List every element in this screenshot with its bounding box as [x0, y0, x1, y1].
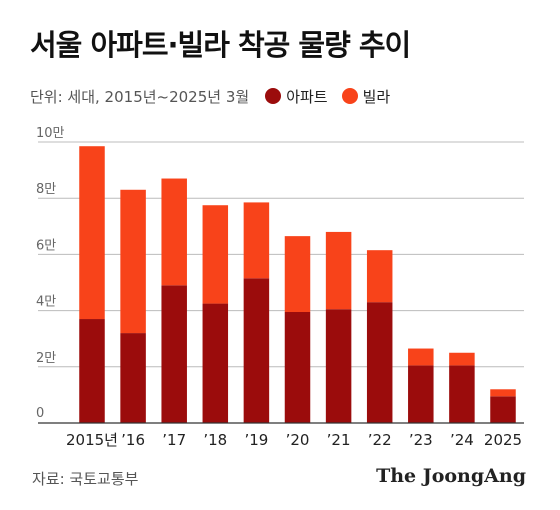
legend-apartment-swatch	[265, 88, 282, 104]
bar-villa	[202, 205, 229, 304]
y-tick-label: 0	[36, 406, 44, 421]
bar-villa	[408, 348, 434, 366]
bar-apartment	[408, 365, 434, 423]
legend-villa-swatch	[341, 88, 358, 104]
legend-villa: 빌라	[341, 86, 391, 107]
y-tick-label: 6만	[36, 238, 56, 253]
legend-apartment: 아파트	[265, 86, 328, 107]
unit-note: 단위: 세대, 2015년~2025년 3월	[30, 87, 250, 106]
bar-villa	[490, 389, 516, 397]
x-tick-label: ’23	[409, 431, 433, 449]
y-tick-label: 8만	[36, 182, 56, 197]
bar-apartment	[243, 278, 270, 423]
publisher-logo: The JoongAng	[376, 465, 526, 487]
legend-villa-label: 빌라	[362, 87, 391, 106]
bar-villa	[449, 352, 475, 366]
legend-apartment-label: 아파트	[286, 87, 328, 106]
stacked-bar-chart: 0 2만 4만 6만 8만 10만 2015년 ’16 ’17 ’18 ’19 ’20 ’21 ’22 ’2…	[36, 126, 524, 449]
bar-apartment	[366, 302, 393, 423]
chart-title: 서울 아파트·빌라 착공 물량 추이	[30, 28, 411, 62]
x-tick-label: ’22	[368, 431, 392, 449]
x-tick-label: ’20	[286, 431, 310, 449]
bar-apartment	[325, 309, 352, 423]
bar-villa	[79, 146, 105, 320]
x-tick-label: ’18	[203, 431, 227, 449]
bar-villa	[366, 250, 393, 303]
bar-apartment	[161, 285, 187, 423]
x-tick-label: ’19	[244, 431, 268, 449]
bar-apartment	[120, 333, 146, 423]
x-tick-label: ’21	[327, 431, 351, 449]
y-tick-label: 10만	[36, 126, 65, 141]
bar-apartment	[449, 365, 475, 423]
bar-villa	[325, 231, 352, 310]
y-tick-label: 2만	[36, 351, 56, 366]
x-tick-label: ’17	[162, 431, 186, 449]
bar-apartment	[202, 303, 229, 423]
bar-villa	[284, 236, 311, 313]
subtitle-row: 단위: 세대, 2015년~2025년 3월 아파트 빌라	[30, 84, 404, 108]
bar-villa	[243, 202, 270, 279]
x-tick-label: 2025	[484, 431, 522, 449]
bar-villa	[161, 178, 187, 286]
x-tick-label: ’24	[450, 431, 474, 449]
source-note: 자료: 국토교통부	[32, 470, 139, 488]
bar-apartment	[284, 312, 311, 423]
bar-villa	[120, 189, 146, 334]
x-tick-label: ’16	[121, 431, 145, 449]
x-tick-label: 2015년	[66, 431, 118, 449]
bar-apartment	[79, 319, 105, 423]
y-tick-label: 4만	[36, 295, 56, 310]
bar-apartment	[490, 396, 516, 423]
